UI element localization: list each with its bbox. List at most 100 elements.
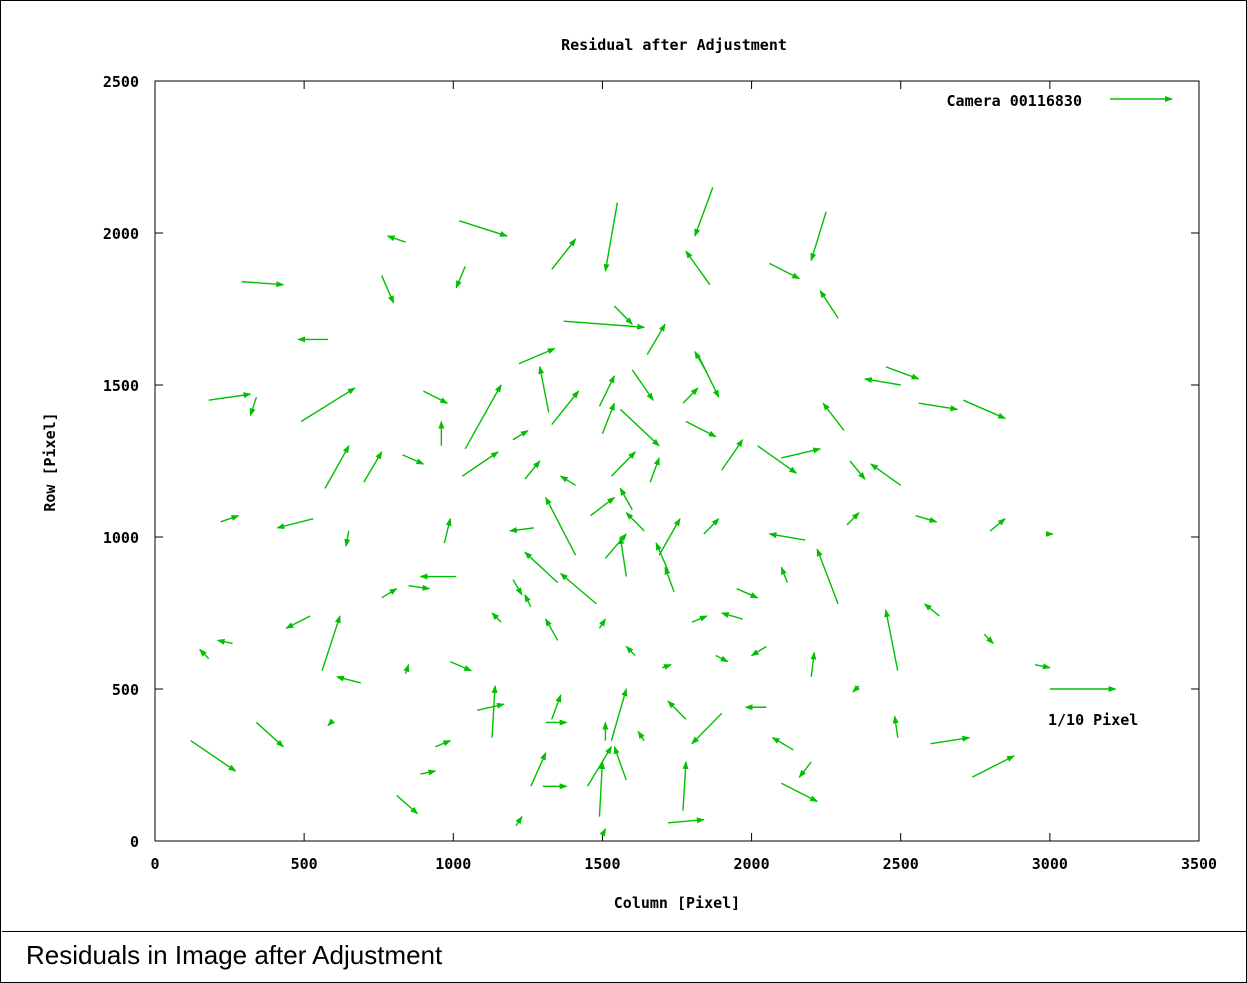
legend-label: Camera 00116830 [947, 92, 1082, 110]
legend: Camera 00116830 [947, 92, 1173, 110]
chart-title: Residual after Adjustment [561, 36, 787, 54]
residual-vector [300, 387, 356, 423]
residual-vector [512, 430, 529, 441]
residual-vector [810, 211, 827, 262]
residual-vector [551, 694, 562, 720]
plot-area [154, 80, 1200, 842]
residual-vector [241, 280, 285, 288]
y-axis-label: Row [Pixel] [41, 412, 59, 511]
residual-vector [667, 700, 687, 720]
residual-vector [515, 815, 523, 827]
residual-vector [396, 794, 419, 815]
residual-vector [559, 572, 597, 605]
residual-vector [846, 511, 860, 526]
residual-vector [918, 402, 959, 412]
residual-vector [464, 384, 502, 450]
residual-vector [381, 275, 395, 304]
residual-vector [610, 688, 628, 741]
y-tick-label: 2500 [103, 73, 139, 91]
residual-vector [625, 511, 645, 532]
residual-vector [321, 615, 341, 671]
residual-vector [603, 202, 619, 272]
residual-vector [658, 517, 681, 556]
residual-vector [435, 740, 452, 748]
y-tick-label: 0 [130, 833, 139, 851]
residual-vector [697, 354, 720, 399]
residual-vector [631, 369, 654, 402]
residual-vector [450, 660, 473, 672]
y-tick-label: 500 [112, 681, 139, 699]
residual-vector [476, 702, 505, 711]
residual-vector [255, 721, 285, 748]
residual-vector [208, 392, 252, 401]
residual-vector [892, 715, 899, 738]
residual-vector [715, 654, 729, 663]
residual-vector [598, 760, 606, 817]
residual-vector [276, 518, 314, 530]
residual-vector [983, 633, 994, 645]
residual-vector [491, 684, 498, 738]
residual-vector [768, 532, 806, 541]
residual-vector [599, 827, 607, 837]
residual-vector [781, 782, 819, 803]
residual-vector [989, 518, 1006, 532]
residual-vector [691, 615, 708, 623]
residual-vector [545, 618, 559, 641]
residual-vector [524, 460, 541, 480]
residual-vector [1034, 663, 1051, 670]
residual-vector [590, 496, 616, 517]
residual-vector [538, 365, 550, 413]
residual-vector [402, 454, 425, 465]
residual-vector [420, 769, 437, 776]
residual-vector [736, 588, 759, 599]
residual-vector [682, 760, 689, 811]
residual-vector [798, 761, 812, 778]
residual-vector [646, 323, 666, 355]
x-tick-label: 2500 [883, 855, 919, 873]
residual-vector [559, 475, 576, 486]
residual-vector [518, 347, 556, 365]
residual-vector [849, 460, 866, 481]
residual-vector [545, 496, 577, 556]
residual-vector [344, 530, 351, 548]
y-tick-label: 2000 [103, 225, 139, 243]
residual-vector [586, 745, 612, 787]
residual-vector [216, 638, 233, 645]
residual-vector [619, 487, 633, 510]
residual-vector [613, 745, 627, 781]
residual-vector [618, 536, 627, 577]
residual-vector [512, 579, 523, 596]
x-tick-label: 3500 [1181, 855, 1217, 873]
residual-vector [819, 289, 839, 319]
residual-vector [455, 266, 466, 289]
residual-vector [884, 608, 899, 671]
residual-vector [530, 751, 547, 787]
residual-vector [199, 648, 210, 660]
residual-vector [885, 366, 920, 380]
residual-vector [491, 612, 502, 623]
residual-vector [694, 187, 714, 237]
residual-vector [403, 663, 410, 675]
residual-vector [637, 730, 645, 742]
residual-vector [682, 387, 699, 404]
x-tick-label: 2000 [734, 855, 770, 873]
residual-vector [691, 712, 723, 745]
residual-vector [190, 740, 237, 772]
residual-vector [930, 735, 971, 745]
residual-vector [655, 542, 669, 571]
residual-vector [721, 438, 744, 471]
residual-vector [327, 718, 336, 727]
vector-series [190, 187, 1117, 837]
residual-vector [810, 651, 817, 677]
residual-vector [285, 615, 311, 629]
residual-vector [780, 566, 789, 583]
residual-vector [408, 584, 431, 591]
residual-vector [461, 451, 499, 477]
residual-vector [613, 305, 633, 325]
scale-annotation: 1/10 Pixel [1048, 711, 1138, 729]
residual-vector [822, 402, 845, 432]
residual-vector [524, 551, 559, 584]
residual-vector [649, 457, 660, 483]
residual-vector [750, 645, 767, 657]
residual-vector [381, 588, 398, 599]
